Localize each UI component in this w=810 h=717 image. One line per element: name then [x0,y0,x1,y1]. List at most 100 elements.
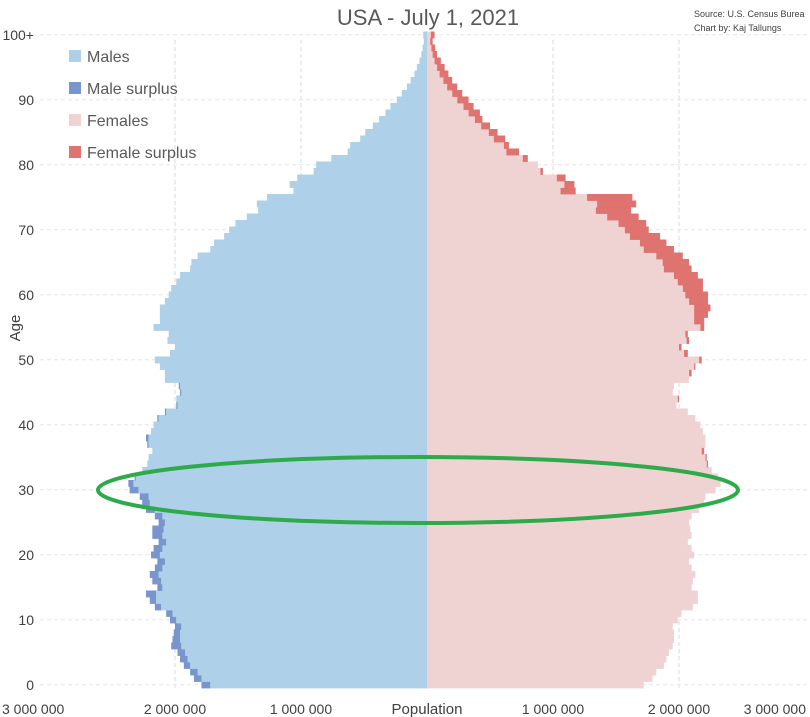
female-bar [427,642,673,650]
female-bar [427,200,598,208]
male-bar [180,636,427,643]
male-bar [190,265,427,273]
female-bar [427,135,494,143]
female-bar [427,337,687,344]
male-bar [180,382,427,390]
bars-layer [128,31,721,689]
female-bar [427,382,674,390]
female-bar [427,655,667,663]
x-tick-label: 1 000 000 [522,701,584,717]
male-bar [229,226,427,234]
female-bar [427,623,673,630]
male-bar [201,675,427,682]
male-bar [410,77,427,84]
female-bar [427,129,489,136]
male-surplus-bar [157,415,159,422]
male-bar [154,356,427,364]
male-bar [148,454,428,461]
y-tick-label: 100+ [2,27,34,43]
y-tick-label: 70 [18,222,34,238]
chart-title: USA - July 1, 2021 [337,5,519,30]
male-bar [210,681,427,689]
male-bar [214,239,427,247]
male-bar [197,668,427,676]
male-bar [135,473,427,481]
male-bar [396,96,427,104]
female-surplus-bar [705,454,707,461]
female-surplus-bar [694,311,708,318]
female-bar [427,629,674,637]
male-bar [142,467,428,474]
female-bar [427,363,695,370]
female-bar [427,350,685,357]
male-bar [159,304,427,312]
female-bar [427,265,664,273]
male-bar [289,181,427,188]
female-bar [427,506,700,513]
male-surplus-bar [177,649,186,656]
female-surplus-bar [677,278,703,286]
female-bar [427,246,644,253]
female-surplus-bar [689,298,708,305]
female-bar [427,460,707,468]
female-surplus-bar [481,122,490,130]
male-bar [422,44,427,52]
female-bar [427,168,541,175]
female-surplus-bar [643,246,674,253]
male-bar [256,200,427,208]
male-bar [350,142,427,149]
female-bar [427,467,712,474]
female-bar [427,571,696,578]
legend-swatch [69,50,81,62]
female-bar [427,96,458,104]
male-bar [176,616,427,624]
male-bar [313,168,427,175]
female-bar [427,519,690,526]
male-bar [181,623,427,630]
legend-swatch [69,114,81,126]
female-bar [427,116,475,123]
female-surplus-bar [701,447,705,455]
male-bar [180,629,427,637]
y-tick-label: 40 [18,417,34,433]
female-bar [427,103,464,110]
female-bar [427,597,698,604]
female-bar [427,662,664,669]
female-bar [427,64,438,71]
legend-label: Males [87,49,130,66]
female-bar [427,577,693,585]
female-bar [427,590,698,598]
female-bar [427,233,630,240]
male-surplus-bar [173,629,181,637]
female-surplus-bar [694,304,711,312]
male-surplus-bar [149,597,157,604]
male-bar [149,499,428,507]
female-bar [427,525,691,533]
female-surplus-bar [700,324,705,331]
male-surplus-bar [190,668,198,676]
female-bar [427,473,719,481]
male-surplus-bar [180,655,188,663]
male-bar [187,655,427,663]
male-bar [147,460,427,468]
male-bar [360,135,427,143]
male-bar [176,395,427,403]
male-bar [421,51,427,58]
male-bar [148,441,428,448]
male-bar [347,148,427,156]
male-surplus-bar [151,551,160,559]
legend-label: Male surplus [87,81,178,98]
female-surplus-bar [474,116,483,123]
female-surplus-bar [560,187,576,195]
male-surplus-bar [175,623,182,630]
female-bar [427,564,692,572]
female-bar [427,304,695,312]
male-bar [423,31,427,39]
female-surplus-bar [694,317,705,325]
male-bar [169,350,427,357]
male-bar [159,551,427,559]
male-bar [266,194,427,201]
male-bar [246,213,427,221]
female-surplus-bar [439,70,449,78]
male-surplus-bar [166,610,173,617]
